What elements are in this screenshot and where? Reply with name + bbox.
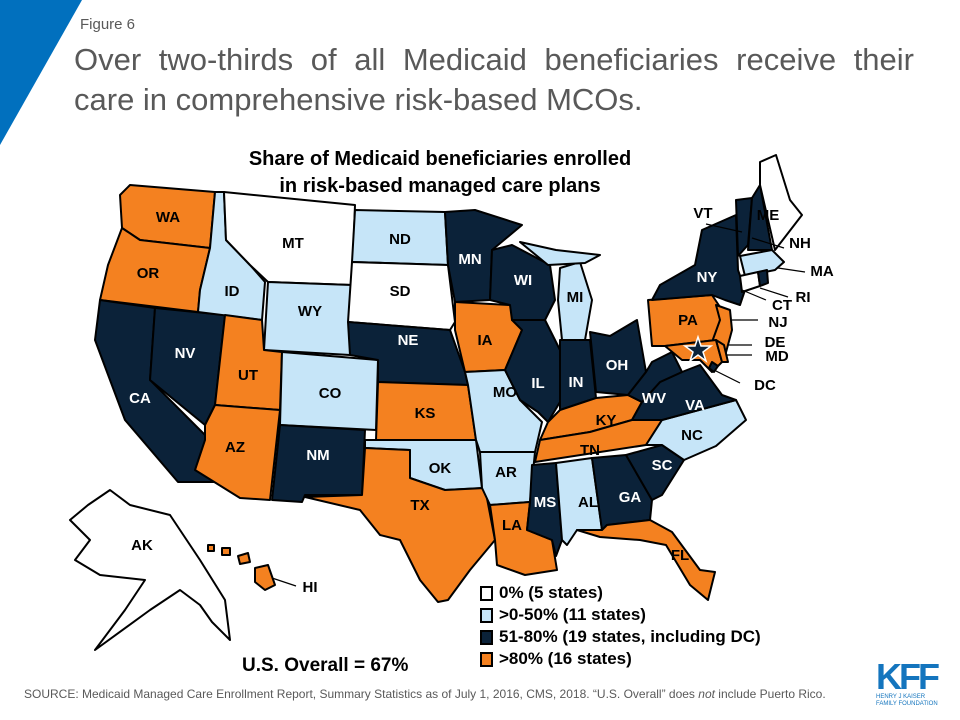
- state-DE: [715, 339, 729, 363]
- state-MA: [739, 249, 785, 277]
- state-HI-oahu: [221, 547, 231, 556]
- label-TX: TX: [410, 497, 429, 514]
- label-IN: IN: [569, 374, 584, 391]
- state-FL: [576, 519, 716, 601]
- legend-swatch: [480, 651, 493, 667]
- label-MT: MT: [282, 235, 304, 252]
- legend-swatch: [480, 585, 493, 601]
- label-OH: OH: [606, 357, 629, 374]
- label-AK: AK: [131, 537, 153, 554]
- label-LA: LA: [502, 517, 522, 534]
- capital-star-icon: [682, 334, 714, 364]
- label-NV: NV: [175, 345, 196, 362]
- source-note: SOURCE: Medicaid Managed Care Enrollment…: [24, 687, 826, 701]
- label-CO: CO: [319, 385, 342, 402]
- label-WV: WV: [642, 390, 666, 407]
- label-AZ: AZ: [225, 439, 245, 456]
- kff-logo: KFF HENRY J KAISER FAMILY FOUNDATION: [876, 656, 940, 708]
- headline: Over two-thirds of all Medicaid benefici…: [74, 42, 914, 117]
- label-MO: MO: [493, 384, 517, 401]
- label-KY: KY: [596, 412, 617, 429]
- label-OK: OK: [429, 460, 452, 477]
- state-ME: [759, 154, 803, 251]
- label-SC: SC: [652, 457, 673, 474]
- state-CT: [739, 271, 761, 293]
- label-WI: WI: [514, 272, 532, 289]
- state-AK: [69, 489, 231, 651]
- state-HI-maui: [237, 552, 251, 565]
- callout-lines: [271, 223, 806, 587]
- label-NC: NC: [681, 427, 703, 444]
- label-CT: CT: [772, 297, 792, 314]
- label-ID: ID: [225, 283, 240, 300]
- map-title: Share of Medicaid beneficiaries enrolled…: [248, 148, 632, 197]
- label-PA: PA: [678, 312, 698, 329]
- legend: 0% (5 states) >0-50% (11 states) 51-80% …: [480, 582, 761, 670]
- label-NY: NY: [697, 269, 718, 286]
- state-SC: [625, 444, 685, 501]
- state-DC: [708, 361, 719, 373]
- label-GA: GA: [619, 489, 642, 506]
- label-FL: FL: [671, 547, 689, 564]
- label-NJ: NJ: [768, 314, 787, 331]
- us-overall: U.S. Overall = 67%: [242, 655, 409, 676]
- state-IL: [504, 319, 561, 423]
- state-NM: [271, 424, 366, 503]
- label-IA: IA: [478, 332, 493, 349]
- state-NY: [651, 214, 746, 306]
- label-SD: SD: [390, 283, 411, 300]
- label-ME: ME: [757, 207, 780, 224]
- label-KS: KS: [415, 405, 436, 422]
- label-MI: MI: [567, 289, 584, 306]
- label-DC: DC: [754, 377, 776, 394]
- label-MA: MA: [810, 263, 833, 280]
- legend-item-none: 0% (5 states): [480, 582, 761, 604]
- label-WY: WY: [298, 303, 322, 320]
- state-HI-kauai: [207, 544, 215, 552]
- state-RI: [757, 269, 769, 287]
- label-AR: AR: [495, 464, 517, 481]
- legend-item-low: >0-50% (11 states): [480, 604, 761, 626]
- corner-accent: [0, 0, 82, 145]
- figure-label: Figure 6: [80, 16, 136, 33]
- state-MI-upper: [519, 241, 601, 266]
- state-HI: [254, 564, 276, 591]
- label-WA: WA: [156, 209, 180, 226]
- label-RI: RI: [796, 289, 811, 306]
- label-TN: TN: [580, 442, 600, 459]
- label-MS: MS: [534, 494, 557, 511]
- label-VT: VT: [693, 205, 712, 222]
- label-UT: UT: [238, 367, 258, 384]
- state-AZ: [194, 404, 281, 501]
- label-NE: NE: [398, 332, 419, 349]
- label-NM: NM: [306, 447, 329, 464]
- label-NH: NH: [789, 235, 811, 252]
- legend-item-high: >80% (16 states): [480, 648, 761, 670]
- legend-swatch: [480, 629, 493, 645]
- state-WV: [627, 351, 683, 403]
- label-CA: CA: [129, 390, 151, 407]
- label-OR: OR: [137, 265, 160, 282]
- label-HI: HI: [303, 579, 318, 596]
- state-TX: [304, 447, 496, 603]
- label-ND: ND: [389, 231, 411, 248]
- label-IL: IL: [531, 375, 544, 392]
- label-AL: AL: [578, 494, 598, 511]
- label-MN: MN: [458, 251, 481, 268]
- label-VA: VA: [685, 397, 705, 414]
- legend-swatch: [480, 607, 493, 623]
- label-DE: DE: [765, 334, 786, 351]
- state-SD: [347, 261, 456, 331]
- legend-item-mid: 51-80% (19 states, including DC): [480, 626, 761, 648]
- label-MD: MD: [765, 348, 788, 365]
